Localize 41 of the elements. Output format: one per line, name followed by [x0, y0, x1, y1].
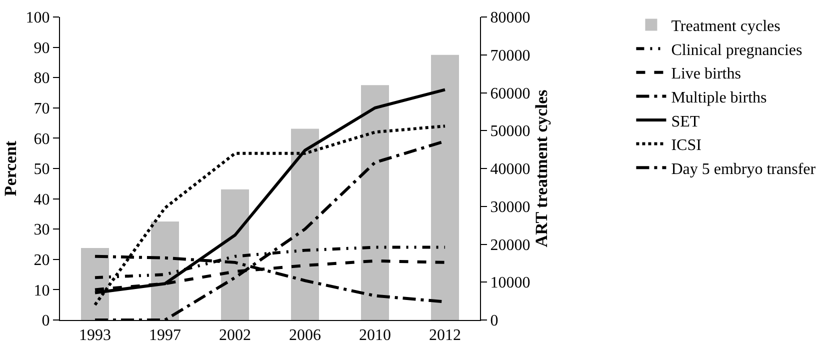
- y2-tick-label: 40000: [490, 161, 530, 178]
- x-tick-label: 1997: [149, 327, 181, 344]
- y2-tick-label: 80000: [490, 10, 530, 27]
- x-tick-label: 2006: [289, 327, 321, 344]
- bar: [221, 189, 249, 320]
- bar: [291, 128, 319, 320]
- bar: [151, 222, 179, 320]
- bar: [81, 248, 109, 320]
- legend-label: Live births: [671, 66, 741, 83]
- y-axis-title: Percent: [1, 140, 20, 196]
- y2-tick-label: 30000: [490, 198, 530, 216]
- legend-label: Day 5 embryo transfer: [671, 160, 816, 178]
- x-tick-label: 2010: [359, 327, 391, 344]
- legend-label: SET: [671, 113, 700, 130]
- y2-tick-label: 0: [490, 312, 498, 330]
- legend-label: ICSI: [671, 137, 702, 154]
- x-tick-label: 1993: [79, 327, 111, 344]
- x-tick-label: 2012: [429, 327, 461, 344]
- y-tick-label: 0: [42, 312, 50, 330]
- y-tick-label: 60: [34, 130, 50, 148]
- y2-tick-label: 70000: [490, 47, 530, 64]
- y2-axis-title: ART treatment cycles: [532, 89, 552, 248]
- y-tick-label: 100: [26, 10, 50, 27]
- y-tick-label: 80: [34, 70, 50, 88]
- y-tick-label: 20: [34, 252, 50, 269]
- y2-tick-label: 50000: [490, 123, 530, 140]
- bar: [431, 54, 459, 320]
- y-tick-label: 10: [34, 282, 50, 300]
- legend-label: Treatment cycles: [671, 18, 780, 36]
- y-tick-label: 90: [34, 40, 50, 57]
- x-tick-label: 2002: [219, 327, 251, 344]
- y-tick-label: 40: [34, 191, 50, 208]
- y2-tick-label: 10000: [490, 274, 530, 292]
- y2-tick-label: 60000: [490, 85, 530, 102]
- y-tick-label: 30: [34, 222, 50, 239]
- bar: [361, 85, 389, 320]
- y-tick-label: 70: [34, 100, 50, 118]
- y-tick-label: 50: [34, 161, 50, 178]
- legend-label: Clinical pregnancies: [671, 42, 802, 59]
- y2-tick-label: 20000: [490, 236, 530, 254]
- legend-label: Multiple births: [671, 89, 767, 106]
